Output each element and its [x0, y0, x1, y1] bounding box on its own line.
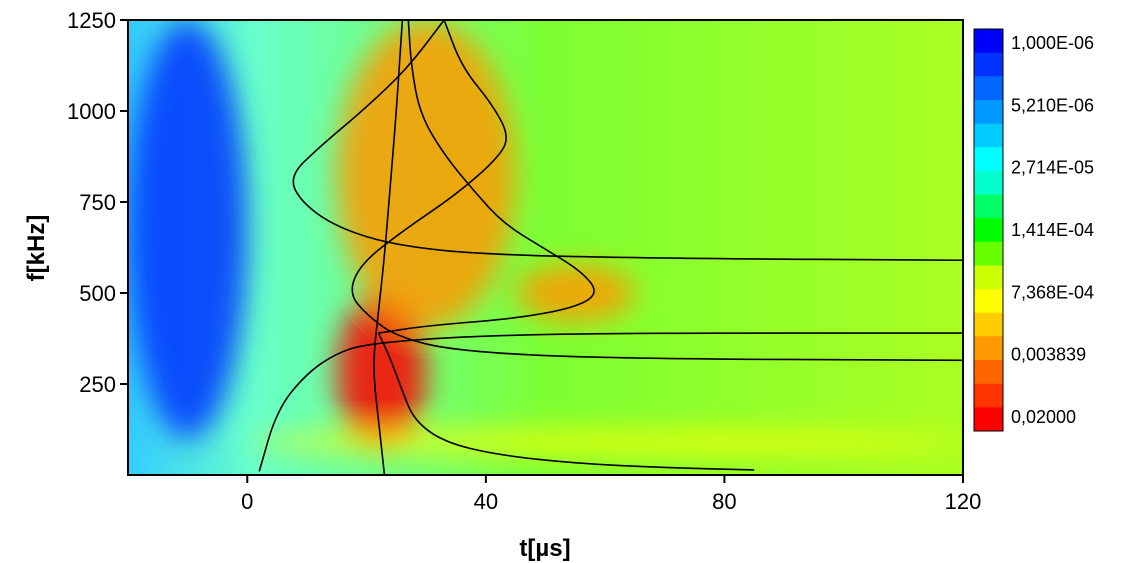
curve-6: [377, 332, 755, 471]
heat-layer: [128, 20, 963, 454]
heat-region-high-energy: [336, 20, 516, 330]
curve-layer: [258, 20, 963, 475]
colorbar-swatch: [974, 312, 1003, 337]
colorbar-swatch: [974, 170, 1003, 196]
colorbar-frame: [973, 28, 1004, 432]
colorbar-swatch: [974, 76, 1003, 101]
colorbar-swatch: [974, 383, 1003, 408]
colorbar-swatch: [974, 289, 1003, 314]
colorbar-swatch: [974, 147, 1003, 172]
y-tick-label: 750: [79, 190, 116, 215]
colorbar-swatch: [974, 336, 1003, 361]
x-tick-label: 80: [712, 489, 736, 514]
colorbar-label: 1,414E-04: [1011, 220, 1094, 240]
curve-2: [373, 20, 404, 475]
colorbar-swatch: [974, 241, 1003, 266]
colorbar-swatch: [974, 265, 1003, 290]
curve-3: [292, 20, 963, 262]
x-axis: 0 40 80 120: [241, 475, 981, 514]
y-axis: 250 500 750 1000 1250: [67, 8, 128, 397]
colorbar: 1,000E-06 5,210E-06 2,714E-05 1,414E-04 7,36…: [973, 28, 1094, 432]
colorbar-swatch: [974, 194, 1003, 219]
x-axis-title: t[µs]: [519, 535, 570, 562]
x-tick-label: 0: [241, 489, 253, 514]
colorbar-swatch: [974, 123, 1003, 148]
colorbar-label: 1,000E-06: [1011, 33, 1094, 53]
heat-region-high-energy: [515, 263, 635, 323]
curve-1: [258, 332, 963, 472]
colorbar-label: 7,368E-04: [1011, 282, 1094, 302]
heat-region-low-energy: [128, 20, 248, 439]
y-tick-label: 1000: [67, 99, 116, 124]
curve-5: [378, 20, 595, 334]
colorbar-label: 0,003839: [1011, 345, 1086, 365]
heat-region-max-energy: [336, 293, 427, 454]
colorbar-label: 2,714E-05: [1011, 158, 1094, 178]
y-tick-label: 500: [79, 281, 116, 306]
x-tick-label: 40: [474, 489, 498, 514]
colorbar-swatch: [974, 218, 1003, 243]
y-tick-label: 1250: [67, 8, 116, 33]
colorbar-swatch: [974, 52, 1003, 77]
plot-frame: [127, 19, 964, 476]
colorbar-swatch: [974, 29, 1003, 54]
colorbar-swatch: [974, 99, 1003, 125]
y-tick-label: 250: [79, 372, 116, 397]
colorbar-swatch: [974, 360, 1003, 385]
colorbar-label: 5,210E-06: [1011, 95, 1094, 115]
plot-background: [128, 20, 963, 475]
heat-region-mid-energy: [247, 431, 963, 454]
colorbar-swatch: [974, 407, 1003, 432]
y-axis-title: f[kHz]: [23, 215, 50, 282]
curve-4: [351, 20, 963, 362]
colorbar-label: 0,02000: [1011, 407, 1076, 427]
x-tick-label: 120: [945, 489, 982, 514]
